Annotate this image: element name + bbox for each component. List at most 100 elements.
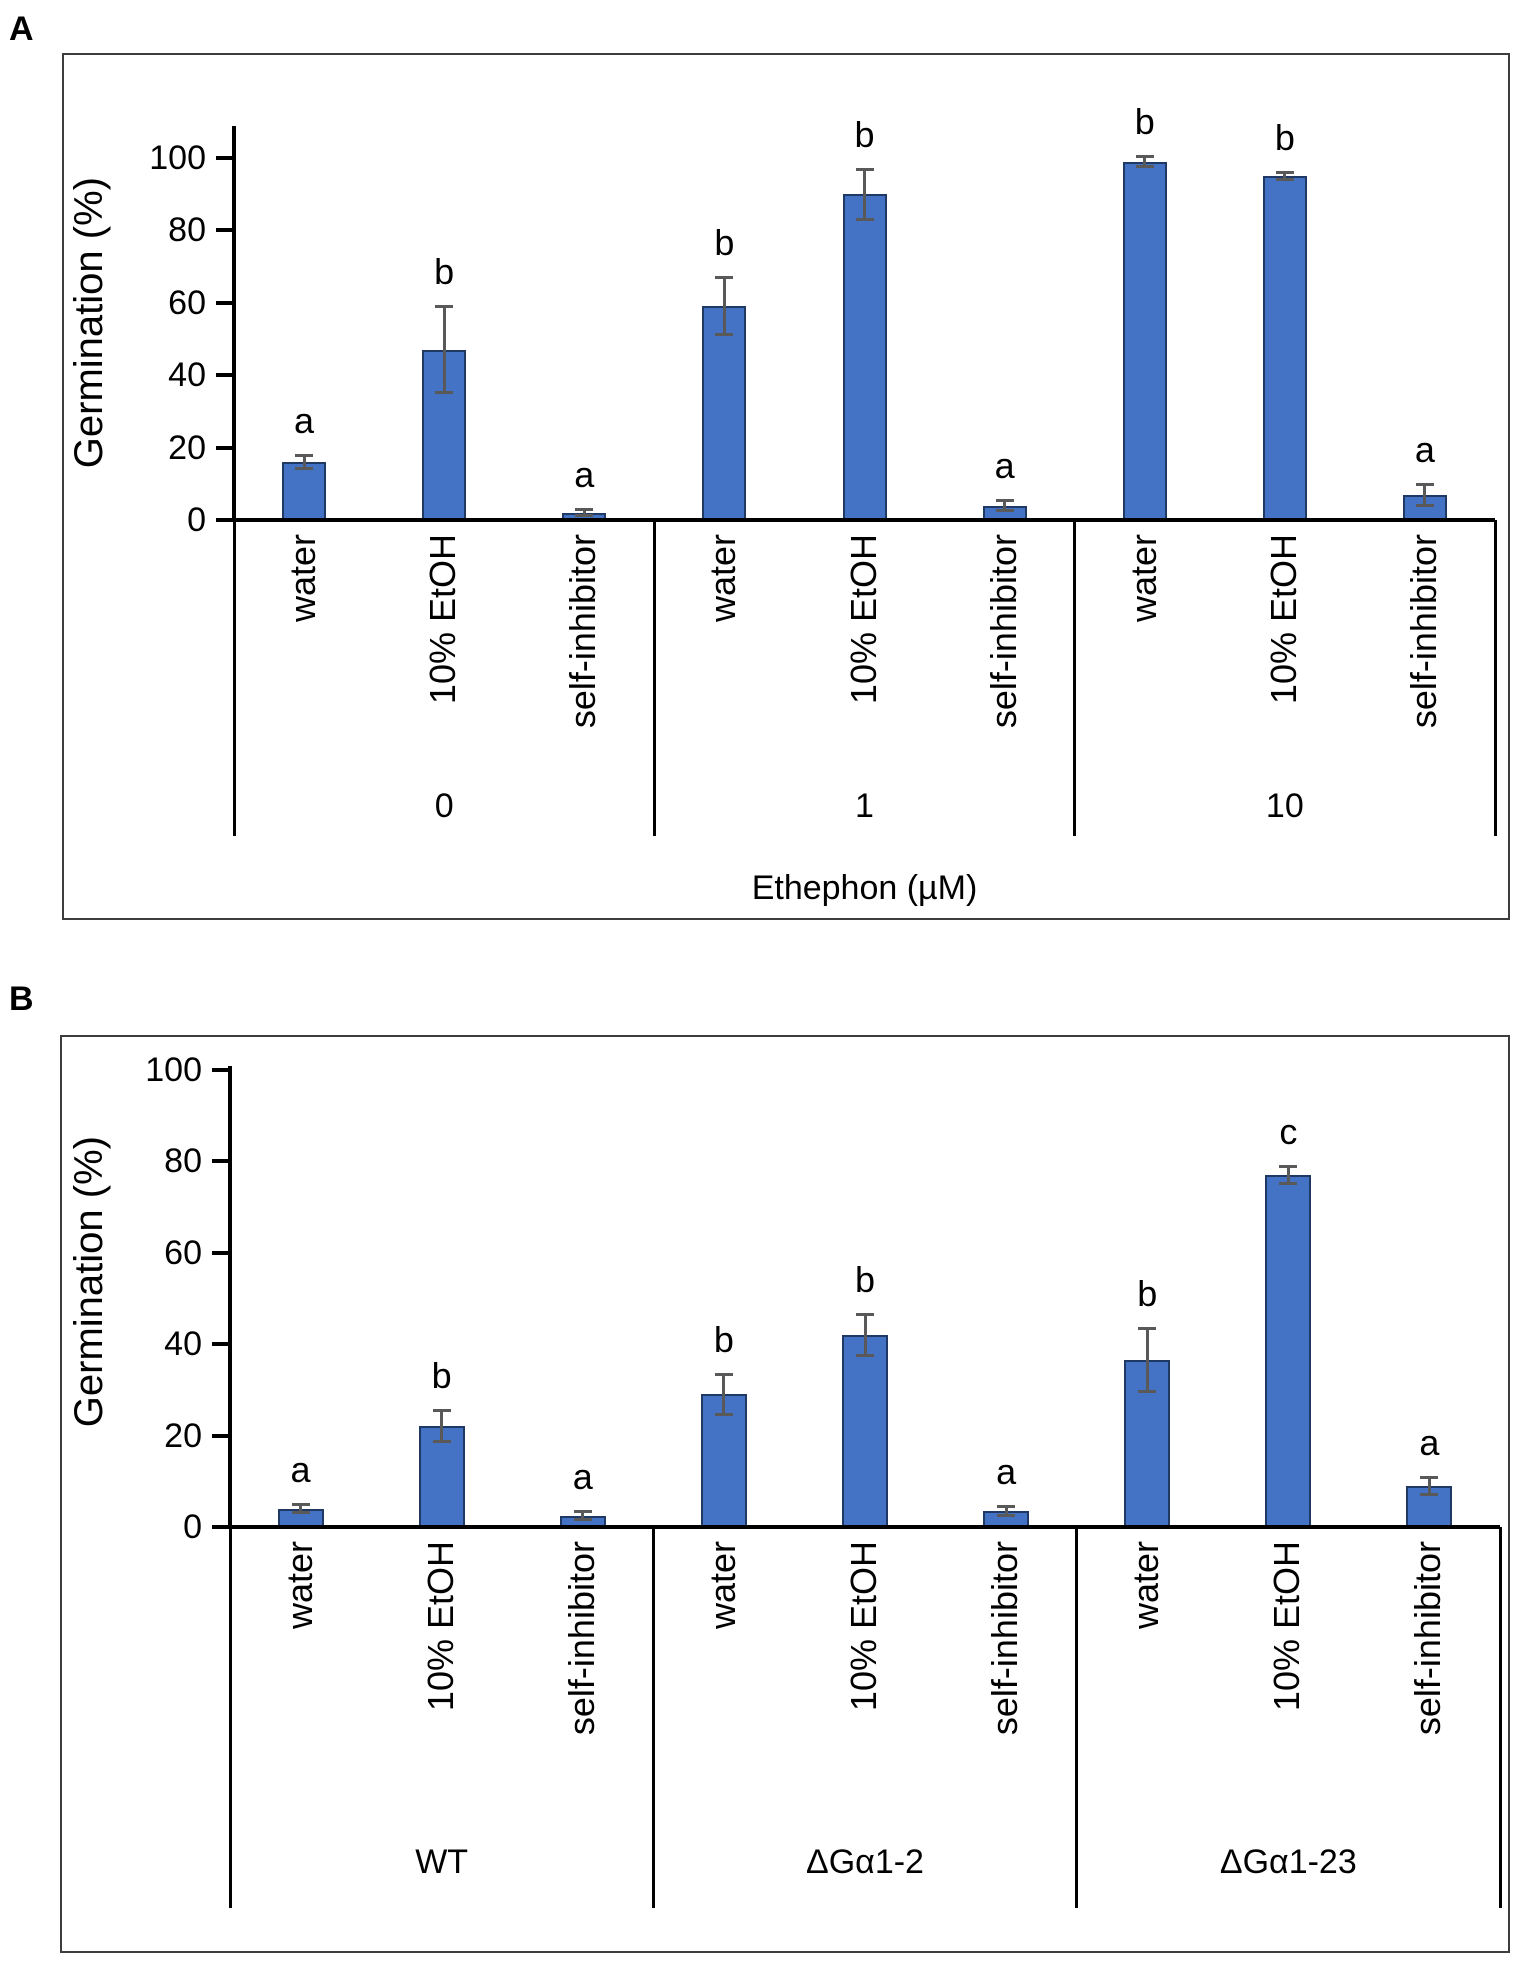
- y-tick-label: 0: [183, 1508, 202, 1546]
- error-bar-cap-top: [714, 1372, 733, 1376]
- error-bar-line: [1143, 156, 1147, 168]
- group-label: ΔGα1-2: [806, 1843, 924, 1881]
- error-bar-cap-top: [1275, 171, 1294, 175]
- significance-letter: b: [431, 1355, 452, 1397]
- error-bar-cap-top: [1415, 482, 1434, 486]
- error-bar-cap-bottom: [573, 1518, 592, 1522]
- error-bar-cap-top: [291, 1503, 310, 1507]
- bar: [1262, 176, 1307, 520]
- y-tick-label: 40: [164, 1325, 202, 1364]
- significance-letter: a: [996, 1451, 1017, 1493]
- error-bar-line: [302, 454, 306, 470]
- error-bar-cap-top: [856, 1313, 874, 1317]
- y-tick-label: 100: [149, 139, 206, 177]
- significance-letter: b: [434, 251, 455, 293]
- error-bar-cap-bottom: [855, 217, 874, 221]
- treatment-label: water: [702, 534, 744, 623]
- error-bar-cap-bottom: [575, 514, 594, 518]
- significance-letter: b: [854, 1259, 876, 1301]
- error-bar-line: [863, 168, 866, 220]
- y-axis-tick: [212, 1159, 228, 1164]
- treatment-label: self-inhibitor: [562, 534, 604, 729]
- y-axis-tick: [212, 1525, 228, 1529]
- significance-letter: b: [1134, 101, 1155, 143]
- group-divider-line: [652, 520, 656, 836]
- error-bar-cap-bottom: [995, 508, 1014, 512]
- y-axis-tick: [212, 1342, 228, 1347]
- treatment-label: water: [701, 1541, 743, 1630]
- y-tick-label: 80: [164, 1142, 202, 1181]
- significance-letter: b: [1137, 1273, 1158, 1315]
- significance-letter: b: [713, 1318, 734, 1360]
- error-bar-cap-top: [995, 499, 1014, 503]
- treatment-label: water: [282, 534, 324, 623]
- error-bar-cap-bottom: [435, 391, 454, 395]
- y-tick-label: 20: [164, 1416, 202, 1455]
- group-divider-line: [228, 1527, 232, 1908]
- y-axis-tick: [216, 373, 232, 378]
- y-tick-label: 20: [168, 428, 206, 467]
- error-bar-cap-bottom: [997, 1513, 1016, 1517]
- y-axis-line: [228, 1066, 232, 1529]
- y-tick-label: 40: [168, 356, 206, 395]
- significance-letter: a: [572, 1456, 593, 1497]
- significance-letter: a: [294, 399, 315, 441]
- group-divider-line: [232, 520, 236, 836]
- error-bar-cap-bottom: [432, 1440, 451, 1444]
- group-label: ΔGα1-23: [1219, 1843, 1357, 1881]
- group-divider-line: [1493, 520, 1497, 836]
- group-label: 10: [1265, 787, 1304, 825]
- significance-letter: a: [1419, 1421, 1440, 1463]
- treatment-label: 10% EtOH: [1262, 534, 1304, 705]
- y-tick-label: 60: [164, 1233, 202, 1272]
- error-bar-cap-bottom: [291, 1511, 310, 1515]
- significance-letter: a: [290, 1449, 311, 1491]
- error-bar-cap-top: [573, 1510, 592, 1513]
- significance-letter: b: [1274, 117, 1295, 159]
- error-bar-cap-bottom: [1279, 1182, 1298, 1186]
- error-bar-cap-bottom: [1138, 1390, 1157, 1394]
- error-bar-cap-top: [1135, 155, 1154, 159]
- panel-a-label: A: [9, 10, 34, 48]
- x-axis-line: [232, 518, 1495, 522]
- x-axis-line: [228, 1525, 1500, 1529]
- y-tick-label: 60: [168, 283, 206, 322]
- error-bar-cap-bottom: [1415, 503, 1434, 507]
- error-bar-cap-bottom: [1420, 1493, 1439, 1496]
- error-bar-cap-top: [432, 1409, 451, 1413]
- error-bar-cap-top: [715, 276, 734, 280]
- treatment-label: self-inhibitor: [984, 1541, 1026, 1736]
- error-bar-cap-bottom: [856, 1353, 874, 1357]
- bar: [1265, 1175, 1312, 1527]
- panel-b-label: B: [9, 980, 34, 1018]
- treatment-label: water: [1122, 534, 1164, 623]
- y-axis-tick: [216, 518, 232, 522]
- y-axis-title: Germination (%): [67, 1136, 111, 1428]
- error-bar-line: [1427, 1476, 1431, 1495]
- error-bar-cap-top: [1420, 1475, 1439, 1479]
- treatment-label: water: [278, 1541, 320, 1630]
- error-bar-cap-top: [435, 305, 454, 309]
- error-bar-line: [299, 1504, 303, 1514]
- error-bar-line: [581, 1511, 585, 1521]
- error-bar-cap-top: [1138, 1327, 1157, 1331]
- treatment-label: self-inhibitor: [560, 1541, 602, 1736]
- y-axis-tick: [212, 1433, 228, 1438]
- y-axis-title: Germination (%): [67, 177, 111, 469]
- group-divider-line: [1075, 1527, 1079, 1908]
- significance-letter: b: [854, 113, 875, 155]
- significance-letter: a: [574, 454, 595, 496]
- y-tick-label: 0: [187, 501, 206, 539]
- y-axis-tick: [216, 228, 232, 233]
- error-bar-cap-bottom: [714, 1413, 733, 1417]
- significance-letter: a: [994, 445, 1015, 487]
- treatment-label: 10% EtOH: [842, 534, 884, 705]
- error-bar-line: [1145, 1328, 1149, 1393]
- treatment-label: 10% EtOH: [419, 1541, 461, 1712]
- significance-letter: b: [714, 222, 735, 264]
- group-label: WT: [415, 1843, 469, 1881]
- error-bar-cap-top: [855, 167, 874, 171]
- error-bar-line: [582, 509, 586, 517]
- bar: [842, 194, 887, 520]
